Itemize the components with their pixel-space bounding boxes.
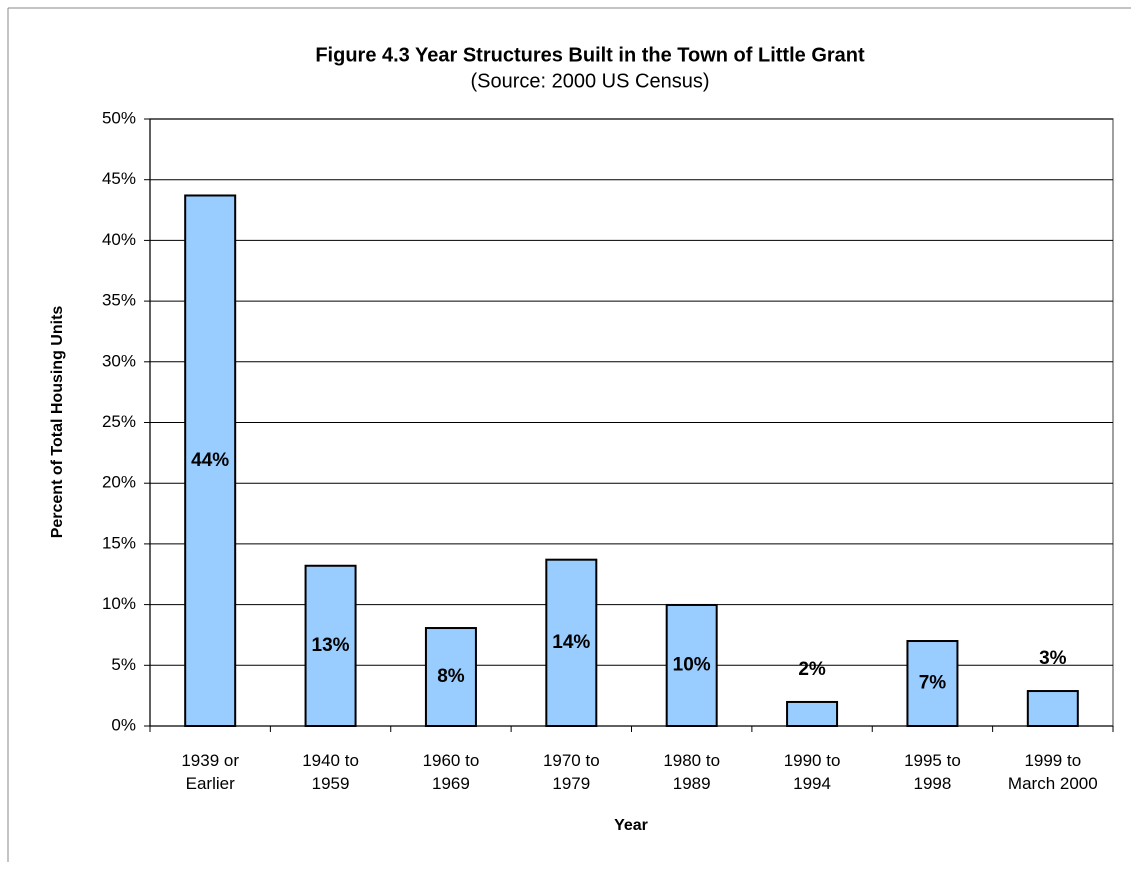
y-tick-label: 40%	[102, 230, 136, 249]
x-tick-label: 1990 to 1994	[783, 751, 841, 793]
y-tick-label: 0%	[111, 715, 136, 734]
value-label: 44%	[191, 450, 229, 471]
value-label: 3%	[1039, 648, 1067, 669]
y-tick-label: 35%	[102, 291, 136, 310]
x-tick-label: 1970 to 1979	[542, 751, 600, 793]
y-tick-label: 15%	[102, 533, 136, 552]
bar	[906, 640, 959, 728]
x-tick-label: 1960 to 1969	[422, 751, 480, 793]
value-label: 14%	[552, 632, 590, 653]
chart-title: Figure 4.3 Year Structures Built in the …	[315, 44, 865, 66]
value-label: 13%	[312, 635, 350, 656]
y-tick-label: 45%	[102, 169, 136, 188]
y-axis-label: Percent of Total Housing Units	[49, 306, 66, 539]
y-tick-label: 20%	[102, 473, 136, 492]
bar	[545, 558, 598, 727]
bar	[424, 627, 477, 728]
value-label: 7%	[919, 673, 947, 694]
x-tick-label: 1940 to 1959	[302, 751, 359, 793]
bar	[1026, 690, 1079, 728]
x-axis-label: Year	[614, 817, 648, 834]
chart-subtitle: (Source: 2000 US Census)	[470, 70, 709, 92]
value-label: 2%	[798, 659, 826, 680]
bar	[786, 700, 839, 728]
value-label: 10%	[673, 654, 711, 675]
y-tick-label: 5%	[111, 655, 136, 674]
y-tick-label: 30%	[102, 351, 136, 370]
bar	[184, 194, 237, 727]
x-tick-label: 1995 to 1998	[904, 751, 961, 793]
bar	[665, 603, 718, 727]
value-label: 8%	[437, 666, 465, 687]
x-tick-label: 1999 to March 2000	[1007, 751, 1098, 793]
x-tick-label: 1939 or Earlier	[181, 751, 240, 793]
bar	[304, 564, 357, 728]
y-tick-label: 25%	[102, 412, 136, 431]
y-tick-label: 10%	[102, 594, 136, 613]
x-tick-label: 1980 to 1989	[663, 751, 721, 793]
y-tick-label: 50%	[102, 108, 136, 127]
